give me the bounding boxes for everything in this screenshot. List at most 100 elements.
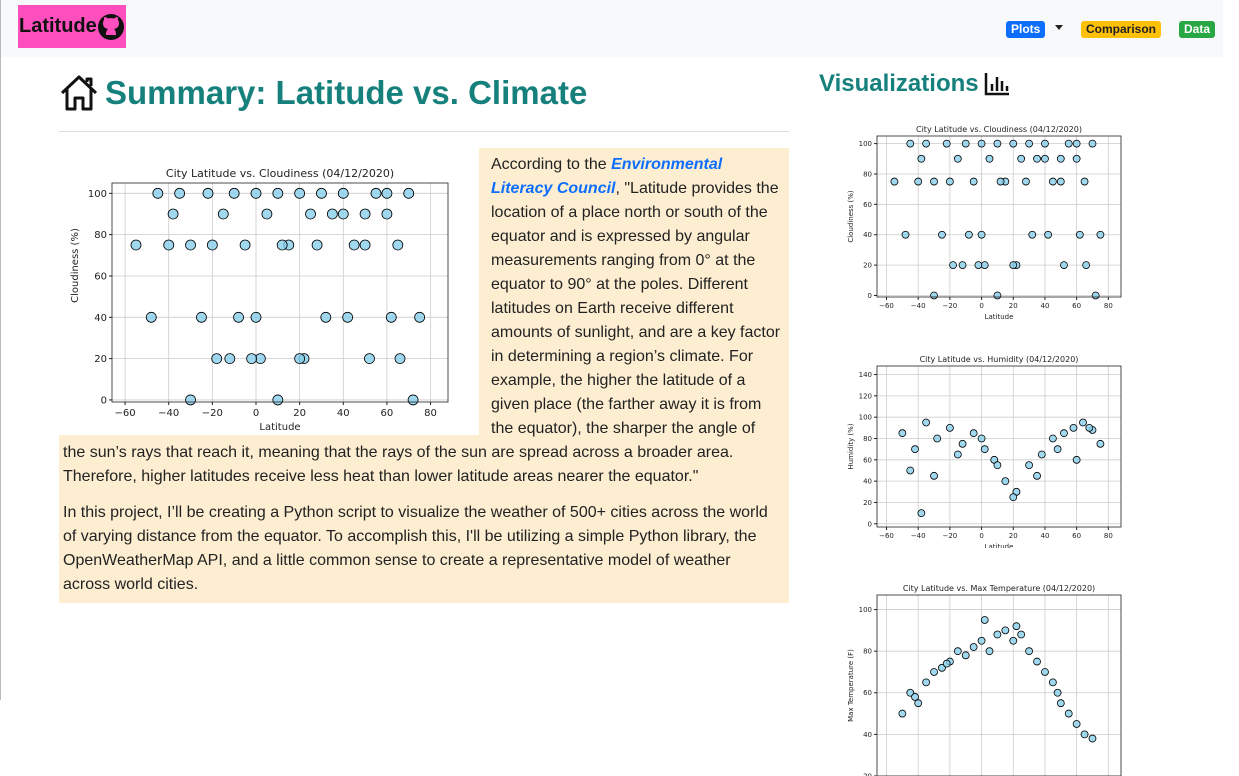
summary-heading: Summary: Latitude vs. Climate	[59, 74, 587, 112]
point	[348, 239, 360, 251]
summary-box: City Latitude vs. Cloudiness (04/12/2020…	[59, 148, 789, 603]
point	[1009, 493, 1018, 502]
y-tick-label: 100	[859, 606, 872, 614]
point	[898, 709, 907, 718]
point	[1072, 455, 1081, 464]
x-tick-label: 40	[1040, 532, 1049, 540]
x-tick-label: −60	[879, 532, 894, 540]
plot-frame	[111, 182, 449, 403]
point	[1088, 734, 1097, 743]
point	[890, 177, 899, 186]
point	[1080, 730, 1089, 739]
point	[1033, 471, 1041, 480]
point	[414, 311, 426, 323]
point	[370, 187, 382, 199]
point	[977, 636, 986, 645]
y-tick-label: 100	[88, 189, 107, 200]
x-tick-label: −20	[942, 302, 957, 310]
y-tick-label: 80	[94, 230, 107, 241]
y-tick-label: 40	[863, 478, 872, 486]
point	[1048, 434, 1057, 443]
brand[interactable]: Latitude	[18, 5, 126, 48]
paragraph: According to the Environmental Literacy …	[63, 153, 781, 489]
chart-title: City Latitude vs. Cloudiness (04/12/2020…	[166, 167, 394, 180]
chart[interactable]: City Latitude vs. Max Temperature (04/12…	[841, 576, 1131, 776]
point	[1025, 461, 1034, 470]
point	[958, 439, 967, 448]
point	[326, 208, 338, 220]
point	[953, 154, 962, 163]
point	[211, 353, 223, 365]
y-tick-label: 80	[863, 170, 872, 178]
point	[1001, 477, 1010, 486]
point	[1053, 688, 1062, 697]
point	[246, 353, 258, 365]
point	[1048, 678, 1057, 687]
point	[407, 394, 419, 406]
point	[1096, 230, 1105, 239]
point	[206, 239, 218, 251]
nav-link[interactable]: Plots	[1006, 21, 1046, 38]
point	[930, 177, 938, 186]
point	[294, 353, 306, 365]
point	[1044, 230, 1053, 239]
x-axis-label: Latitude	[985, 313, 1014, 320]
point	[911, 693, 919, 701]
y-tick-label: 120	[859, 392, 872, 400]
y-tick-label: 20	[863, 499, 872, 507]
nav-link[interactable]: Data	[1179, 21, 1216, 38]
point	[163, 239, 175, 251]
y-tick-label: 60	[863, 689, 872, 697]
point	[914, 177, 923, 186]
point	[974, 261, 983, 270]
chart[interactable]: City Latitude vs. Humidity (04/12/2020) −…	[841, 348, 1131, 548]
y-tick-label: 40	[863, 731, 872, 739]
point	[1088, 139, 1097, 148]
point	[953, 450, 962, 459]
point	[958, 261, 967, 270]
x-tick-label: 60	[1072, 532, 1081, 540]
point	[359, 239, 371, 251]
point	[1072, 154, 1081, 163]
point	[969, 429, 978, 438]
point	[1085, 423, 1094, 432]
point	[1079, 418, 1087, 427]
x-tick-label: 20	[1009, 532, 1018, 540]
point	[985, 154, 994, 163]
point	[359, 208, 371, 220]
point	[305, 208, 316, 220]
point	[392, 239, 404, 251]
point	[1080, 177, 1089, 186]
point	[185, 394, 196, 406]
point	[1009, 636, 1018, 645]
point	[1017, 154, 1026, 163]
x-tick-label: 40	[337, 408, 350, 419]
point	[196, 311, 207, 323]
chart[interactable]: City Latitude vs. Cloudiness (04/12/2020…	[841, 120, 1131, 320]
point	[945, 177, 954, 186]
point	[1056, 154, 1065, 163]
y-axis-label: Humidity (%)	[847, 423, 855, 469]
link[interactable]: Environmental Literacy Council	[491, 156, 723, 197]
github-icon[interactable]	[97, 13, 125, 41]
point	[1033, 657, 1041, 666]
point	[403, 187, 415, 199]
point	[996, 177, 1005, 186]
nav-link[interactable]: Comparison	[1081, 21, 1162, 38]
point	[922, 418, 931, 427]
y-tick-label: 40	[863, 231, 872, 239]
x-tick-label: 0	[253, 408, 259, 419]
point	[272, 394, 284, 406]
point	[1012, 622, 1021, 631]
y-tick-label: 20	[863, 262, 872, 270]
brand-text[interactable]: Latitude	[19, 15, 97, 37]
point	[953, 647, 962, 656]
point	[294, 187, 306, 199]
point	[1041, 668, 1049, 676]
dropdown-caret[interactable]	[1055, 25, 1063, 30]
chart-title: City Latitude vs. Max Temperature (04/12…	[903, 584, 1095, 593]
x-tick-label: −40	[911, 532, 926, 540]
point	[917, 509, 926, 518]
point	[217, 208, 229, 220]
